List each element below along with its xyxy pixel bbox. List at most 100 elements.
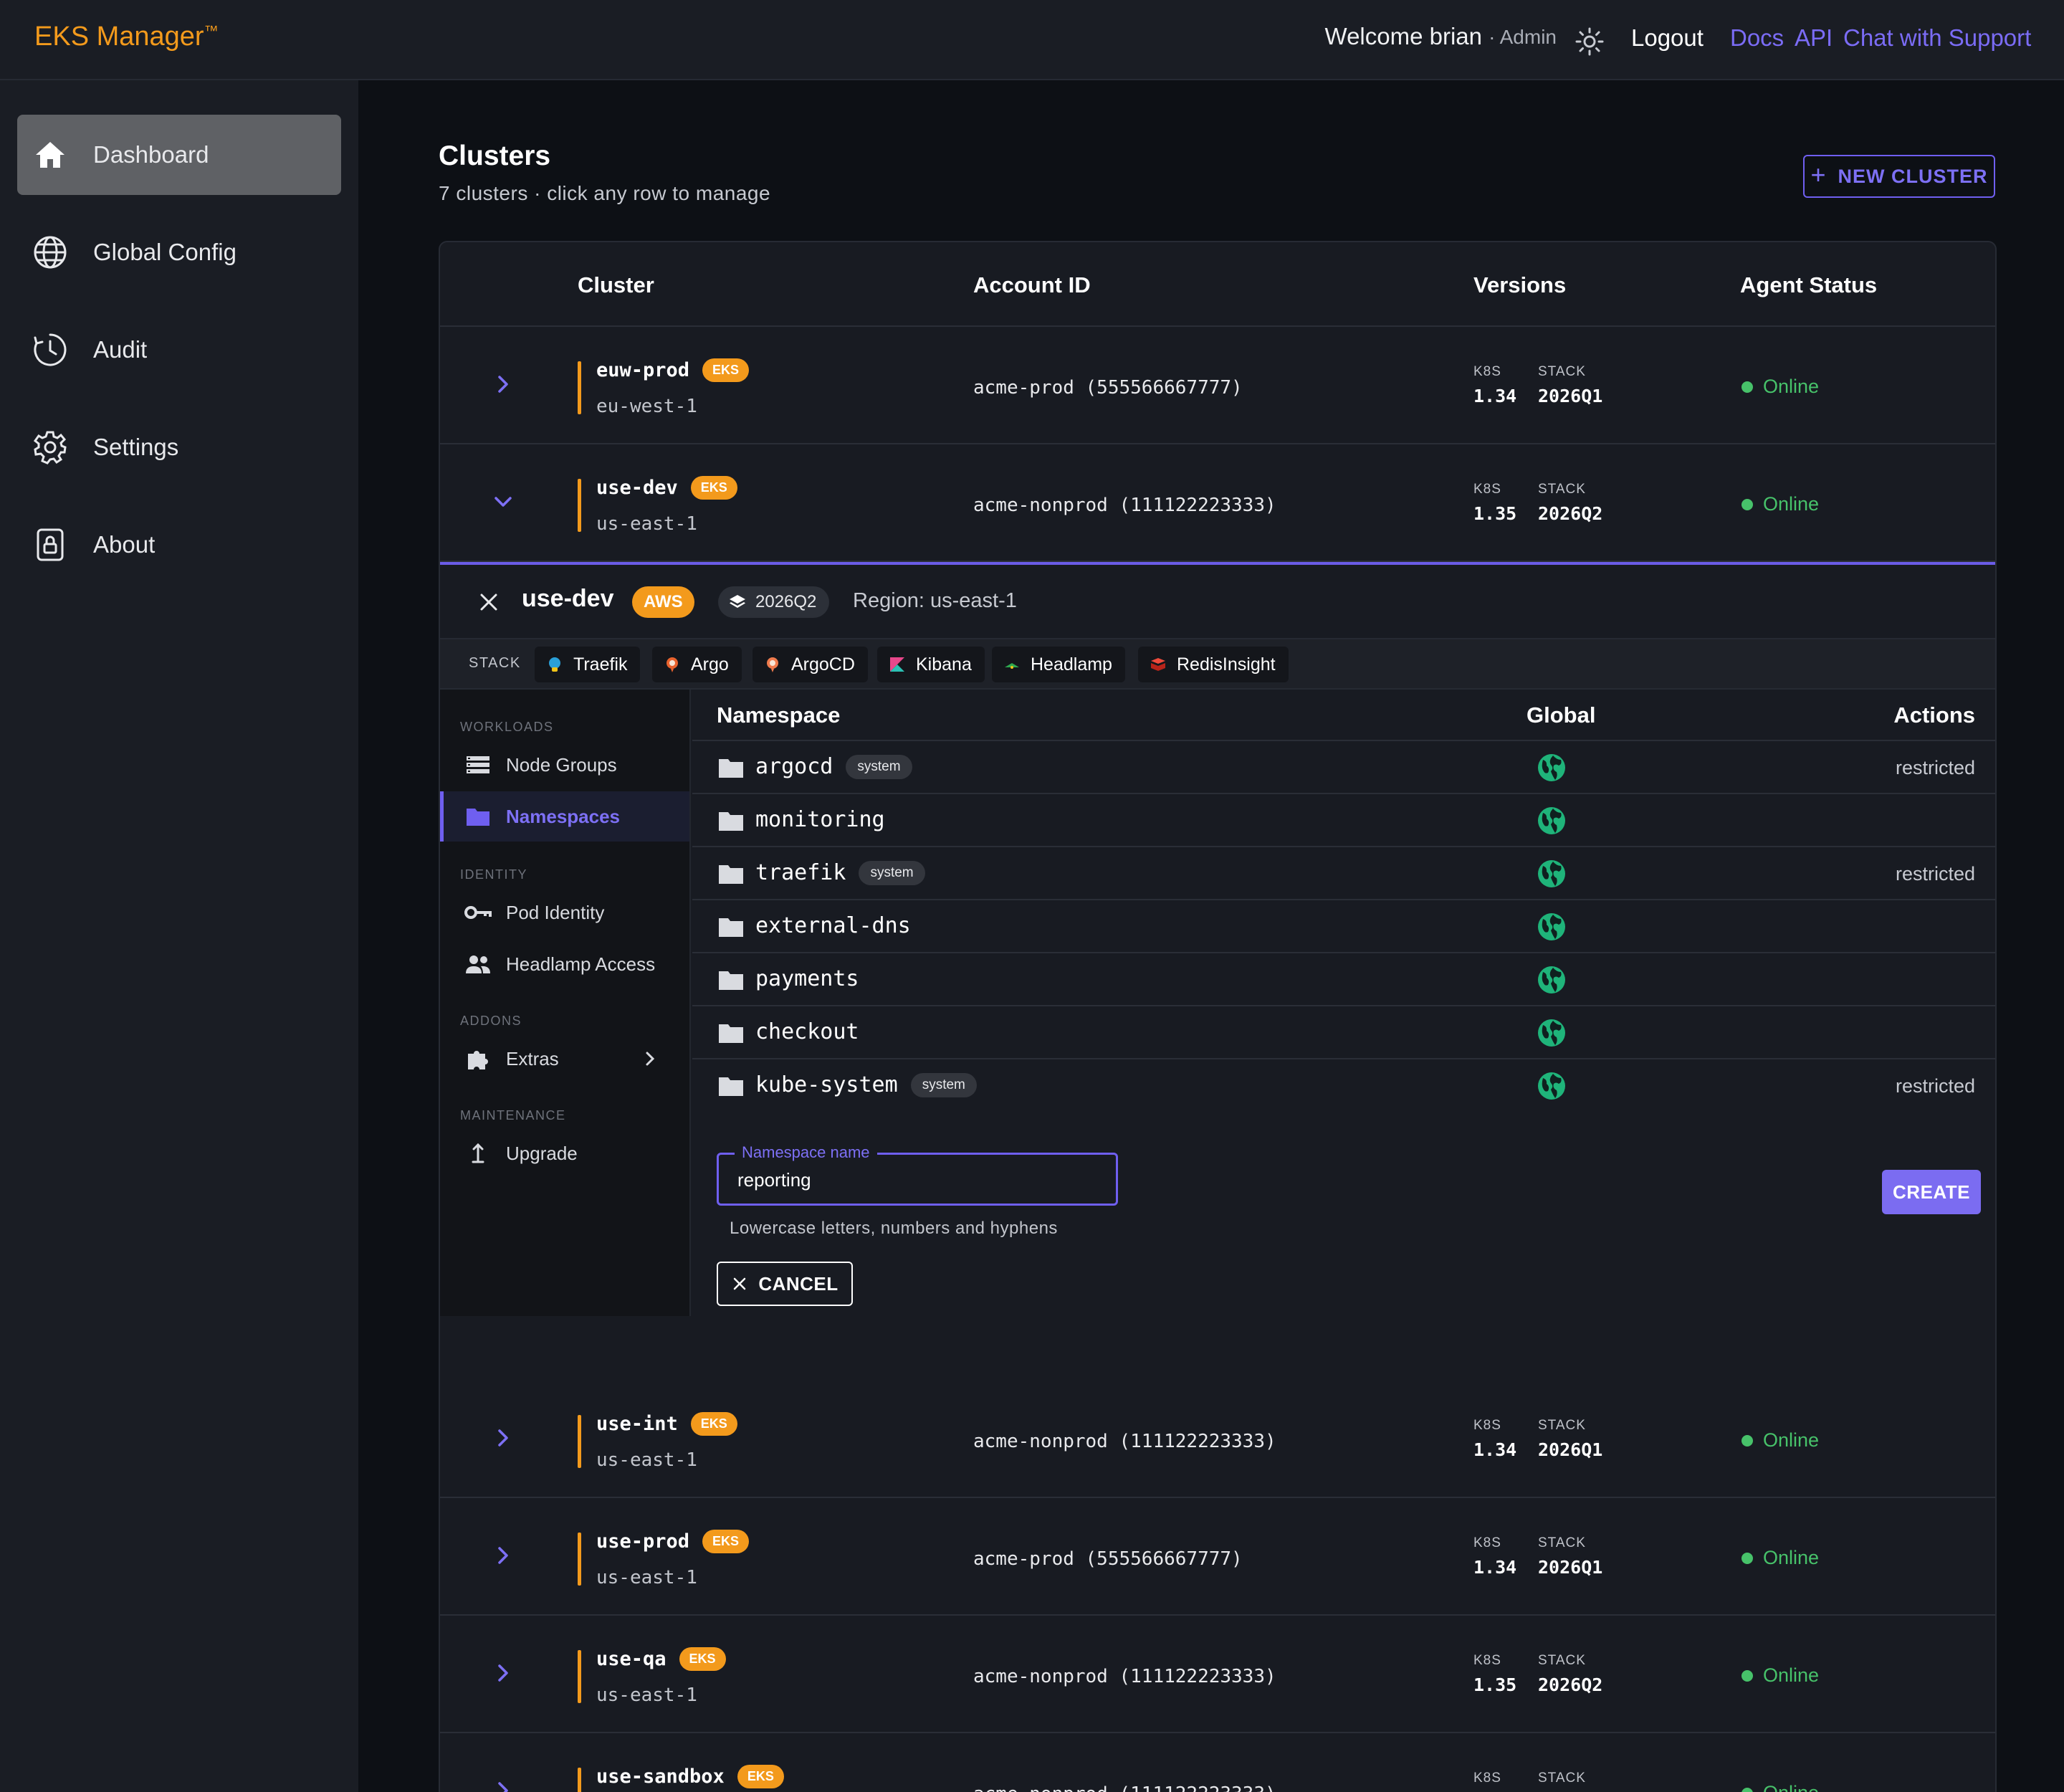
chevron-right-icon[interactable]	[489, 1659, 517, 1687]
subnav-item-upgrade[interactable]: Upgrade	[440, 1128, 689, 1178]
sidebar-item-audit[interactable]: Audit	[17, 310, 341, 390]
list-icon	[464, 751, 492, 778]
cluster-name: use-qa EKS	[596, 1647, 726, 1671]
create-button[interactable]: CREATE	[1882, 1170, 1981, 1214]
namespace-row[interactable]: kube-system system restricted	[692, 1058, 1995, 1111]
cluster-region: eu-west-1	[596, 396, 697, 417]
table-row[interactable]: use-qa EKS us-east-1 acme-nonprod (111122…	[440, 1616, 1995, 1733]
namespace-name: external-dns	[755, 913, 911, 938]
namespace-action: restricted	[1895, 863, 1975, 885]
namespace-name-input[interactable]	[737, 1169, 1096, 1191]
sidebar-item-settings[interactable]: Settings	[17, 407, 341, 487]
namespace-row[interactable]: checkout	[692, 1005, 1995, 1058]
layers-icon	[730, 595, 745, 608]
aws-badge: AWS	[632, 586, 694, 618]
namespace-row[interactable]: monitoring	[692, 793, 1995, 846]
cluster-detail-panel: use-dev AWS 2026Q2 Region: us-east-1 STA…	[440, 562, 1995, 1381]
stack-chip-argocd[interactable]: ArgoCD	[752, 647, 868, 682]
cancel-button[interactable]: CANCEL	[717, 1262, 853, 1306]
eks-badge: EKS	[679, 1647, 726, 1671]
docs-link[interactable]: Docs	[1730, 24, 1784, 51]
column-header-status[interactable]: Agent Status	[1740, 272, 1878, 297]
namespaces-panel: Namespace Global Actions argocd system re…	[692, 690, 1995, 1316]
detail-region: Region: us-east-1	[853, 589, 1017, 612]
close-icon	[734, 1277, 746, 1290]
chevron-down-icon[interactable]	[489, 487, 517, 516]
chevron-right-icon[interactable]	[489, 1541, 517, 1570]
k8s-version: 1.34	[1473, 386, 1517, 406]
app-brand[interactable]: EKS Manager™	[34, 22, 219, 52]
chat-support-link[interactable]: Chat with Support	[1843, 24, 2032, 51]
sidebar-item-label: Audit	[93, 336, 148, 363]
cluster-region: us-east-1	[596, 1684, 697, 1706]
namespace-row[interactable]: traefik system restricted	[692, 846, 1995, 899]
column-header-versions[interactable]: Versions	[1473, 272, 1567, 297]
cluster-accent-bar	[578, 1768, 581, 1792]
gear-icon	[30, 427, 70, 467]
agent-status: Online	[1742, 1782, 1819, 1792]
subnav-item-namespaces[interactable]: Namespaces	[440, 791, 689, 842]
account-id: acme-nonprod (111122223333)	[973, 1783, 1276, 1792]
cluster-accent-bar	[578, 479, 581, 532]
cluster-accent-bar	[578, 1415, 581, 1468]
stack-label: STACK	[1538, 1770, 1586, 1786]
subnav-item-extras[interactable]: Extras	[440, 1034, 689, 1084]
table-row[interactable]: euw-prod EKS eu-west-1 acme-prod (5555666…	[440, 327, 1995, 444]
section-identity: IDENTITY	[460, 867, 528, 882]
key-icon	[464, 899, 492, 926]
stack-chip-kibana[interactable]: Kibana	[877, 647, 985, 682]
clusters-table: Cluster Account ID Versions Agent Status…	[439, 241, 1997, 1792]
sidebar-item-global-config[interactable]: Global Config	[17, 212, 341, 292]
column-header-account[interactable]: Account ID	[973, 272, 1091, 297]
sidebar-item-label: Settings	[93, 434, 179, 460]
table-row[interactable]: use-int EKS us-east-1 acme-nonprod (11112…	[440, 1381, 1995, 1498]
namespace-row[interactable]: payments	[692, 952, 1995, 1005]
subnav-item-headlamp-access[interactable]: Headlamp Access	[440, 939, 689, 989]
page-title: Clusters	[439, 140, 551, 171]
column-header-cluster[interactable]: Cluster	[578, 272, 654, 297]
sidebar: Dashboard Global Config Audit Settings A…	[0, 80, 358, 1792]
namespace-action: restricted	[1895, 1075, 1975, 1097]
k8s-label: K8S	[1473, 1418, 1501, 1433]
cluster-name: use-sandbox EKS	[596, 1765, 784, 1788]
account-id: acme-nonprod (111122223333)	[973, 1431, 1276, 1452]
subnav-item-pod-identity[interactable]: Pod Identity	[440, 887, 689, 938]
stack-chip-argo[interactable]: Argo	[652, 647, 742, 682]
folder-icon	[719, 918, 743, 937]
redisinsight-icon	[1150, 656, 1167, 673]
status-dot-icon	[1742, 1669, 1753, 1682]
k8s-version: 1.35	[1473, 503, 1517, 524]
logout-button[interactable]: Logout	[1631, 24, 1704, 51]
eks-badge: EKS	[690, 1412, 737, 1436]
cluster-accent-bar	[578, 1533, 581, 1586]
stack-chip-headlamp[interactable]: Headlamp	[992, 647, 1125, 682]
k8s-label: K8S	[1473, 1653, 1501, 1668]
table-row[interactable]: use-dev EKS us-east-1 acme-nonprod (11112…	[440, 444, 1995, 562]
new-cluster-button[interactable]: + NEW CLUSTER	[1803, 155, 1995, 198]
api-link[interactable]: API	[1795, 24, 1833, 51]
eks-badge: EKS	[690, 476, 737, 500]
chevron-right-icon[interactable]	[489, 1424, 517, 1452]
sun-icon[interactable]	[1574, 26, 1605, 57]
stack-chip-redisinsight[interactable]: RedisInsight	[1138, 647, 1289, 682]
subnav-item-node-groups[interactable]: Node Groups	[440, 740, 689, 790]
clock-icon	[30, 330, 70, 370]
sidebar-item-dashboard[interactable]: Dashboard	[17, 115, 341, 195]
namespace-row[interactable]: external-dns	[692, 899, 1995, 952]
k8s-label: K8S	[1473, 364, 1501, 379]
stack-label: STACK	[1538, 364, 1586, 379]
chevron-right-icon[interactable]	[489, 370, 517, 399]
sidebar-item-about[interactable]: About	[17, 505, 341, 585]
chevron-right-icon[interactable]	[489, 1776, 517, 1792]
stack-version: 2026Q1	[1538, 1439, 1603, 1460]
agent-status: Online	[1742, 493, 1819, 515]
namespace-row[interactable]: argocd system restricted	[692, 740, 1995, 793]
section-workloads: WORKLOADS	[460, 720, 554, 734]
sidebar-item-label: Dashboard	[93, 141, 209, 168]
close-icon[interactable]	[474, 588, 503, 616]
stack-chip-traefik[interactable]: Traefik	[535, 647, 641, 682]
stack-label: STACK	[1538, 1653, 1586, 1668]
stack-version: 2026Q1	[1538, 386, 1603, 406]
table-row[interactable]: use-prod EKS us-east-1 acme-prod (5555666…	[440, 1498, 1995, 1616]
